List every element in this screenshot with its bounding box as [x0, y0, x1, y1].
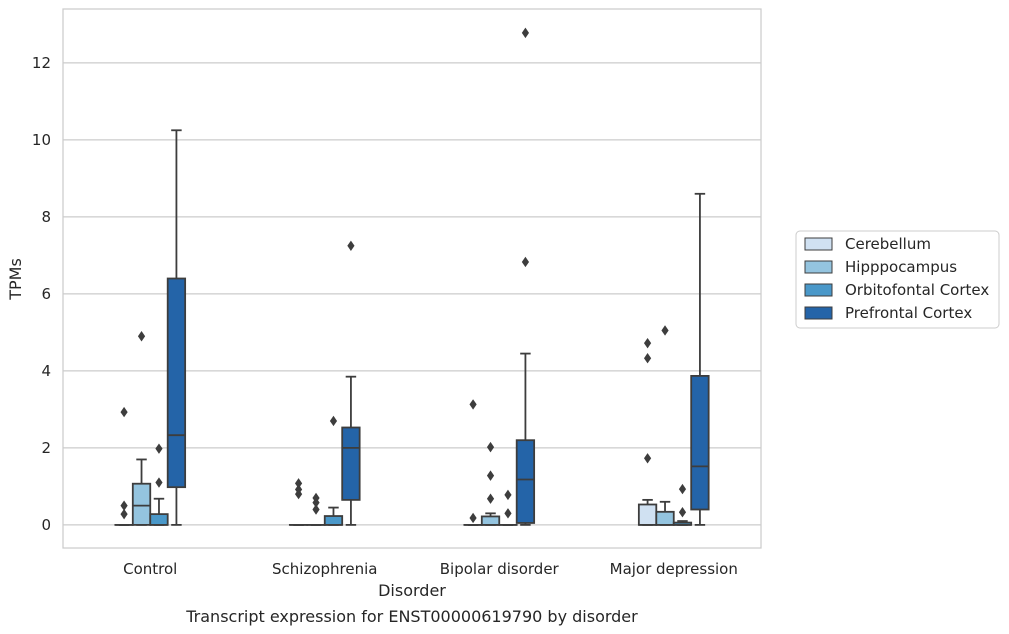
outlier-point — [661, 325, 669, 336]
x-tick-label: Control — [123, 560, 177, 578]
outlier-point — [469, 512, 477, 524]
outlier-point — [312, 504, 320, 515]
outlier-point — [486, 493, 495, 504]
legend-label: Prefrontal Cortex — [845, 304, 972, 322]
box-iqr — [149, 513, 169, 526]
outlier-point — [521, 27, 530, 39]
chart-caption: Transcript expression for ENST0000061979… — [185, 607, 638, 626]
box-iqr — [690, 375, 710, 511]
box-group — [166, 129, 187, 526]
box-group — [637, 337, 658, 526]
x-tick-label: Major depression — [610, 560, 738, 578]
outlier-point — [137, 331, 146, 342]
box-iqr — [637, 503, 658, 526]
box-group — [131, 331, 152, 526]
outlier-point — [486, 441, 495, 453]
box-iqr — [131, 482, 152, 526]
box-group — [323, 415, 344, 526]
x-axis-ticks: Control Schizophrenia Bipolar disorder Majo… — [123, 560, 738, 578]
y-tick-label: 2 — [41, 439, 51, 457]
box-iqr — [166, 277, 187, 489]
legend-swatch — [804, 283, 833, 297]
box-iqr — [341, 426, 361, 501]
box-group — [672, 483, 693, 526]
box-iqr — [515, 439, 536, 524]
box-group — [306, 492, 326, 526]
legend-frame — [795, 230, 1000, 329]
legend-item: Orbitofontal Cortex — [804, 281, 989, 299]
box-series — [114, 27, 710, 526]
y-tick-label: 12 — [32, 54, 51, 72]
outlier-point — [155, 477, 163, 488]
box-iqr — [655, 510, 675, 526]
legend-swatch — [804, 260, 833, 274]
outlier-point — [312, 492, 320, 504]
box-group — [341, 240, 361, 526]
box-group — [288, 478, 309, 526]
outlier-point — [155, 443, 163, 454]
outlier-point — [486, 470, 495, 481]
box-group — [463, 399, 483, 526]
outlier-point — [643, 453, 652, 464]
outlier-point — [120, 508, 128, 520]
outlier-point — [329, 415, 338, 427]
box-group — [149, 443, 169, 526]
outlier-point — [120, 500, 128, 511]
box-iqr — [323, 515, 344, 526]
legend-label: Orbitofontal Cortex — [845, 281, 989, 299]
outlier-point — [643, 352, 652, 364]
outlier-point — [120, 406, 128, 418]
outlier-point — [294, 478, 303, 489]
box-group — [690, 192, 710, 526]
outlier-point — [469, 399, 477, 410]
outlier-point — [678, 506, 687, 518]
legend-swatch — [804, 306, 833, 320]
legend: Cerebellum Hipppocampus Orbitofontal Corte… — [795, 230, 1000, 329]
outlier-point — [294, 484, 303, 495]
y-tick-label: 6 — [41, 285, 51, 303]
legend-item: Hipppocampus — [804, 258, 957, 276]
x-tick-label: Schizophrenia — [272, 560, 377, 578]
x-tick-label: Bipolar disorder — [440, 560, 560, 578]
y-axis-ticks: 0 2 4 6 8 10 12 — [32, 54, 51, 534]
legend-item: Cerebellum — [804, 235, 931, 253]
outlier-point — [504, 508, 512, 519]
legend-label: Cerebellum — [845, 235, 931, 253]
x-axis-label: Disorder — [378, 581, 446, 600]
y-tick-label: 10 — [32, 131, 51, 149]
box-iqr — [480, 515, 501, 526]
y-tick-label: 8 — [41, 208, 51, 226]
outlier-point — [643, 337, 652, 349]
outlier-point — [678, 483, 687, 495]
y-axis-label: TPMs — [6, 258, 25, 301]
legend-swatch — [804, 237, 833, 251]
y-tick-label: 4 — [41, 362, 51, 380]
box-group — [480, 441, 501, 526]
outlier-point — [504, 489, 512, 501]
outlier-point — [521, 256, 530, 268]
box-group — [114, 406, 134, 526]
box-group — [515, 27, 536, 526]
legend-label: Hipppocampus — [845, 258, 957, 276]
box-group — [498, 489, 518, 526]
plot-area-frame — [62, 8, 762, 549]
y-tick-label: 0 — [41, 516, 51, 534]
legend-item: Prefrontal Cortex — [804, 304, 972, 322]
box-group — [655, 325, 675, 526]
outlier-point — [347, 240, 355, 251]
